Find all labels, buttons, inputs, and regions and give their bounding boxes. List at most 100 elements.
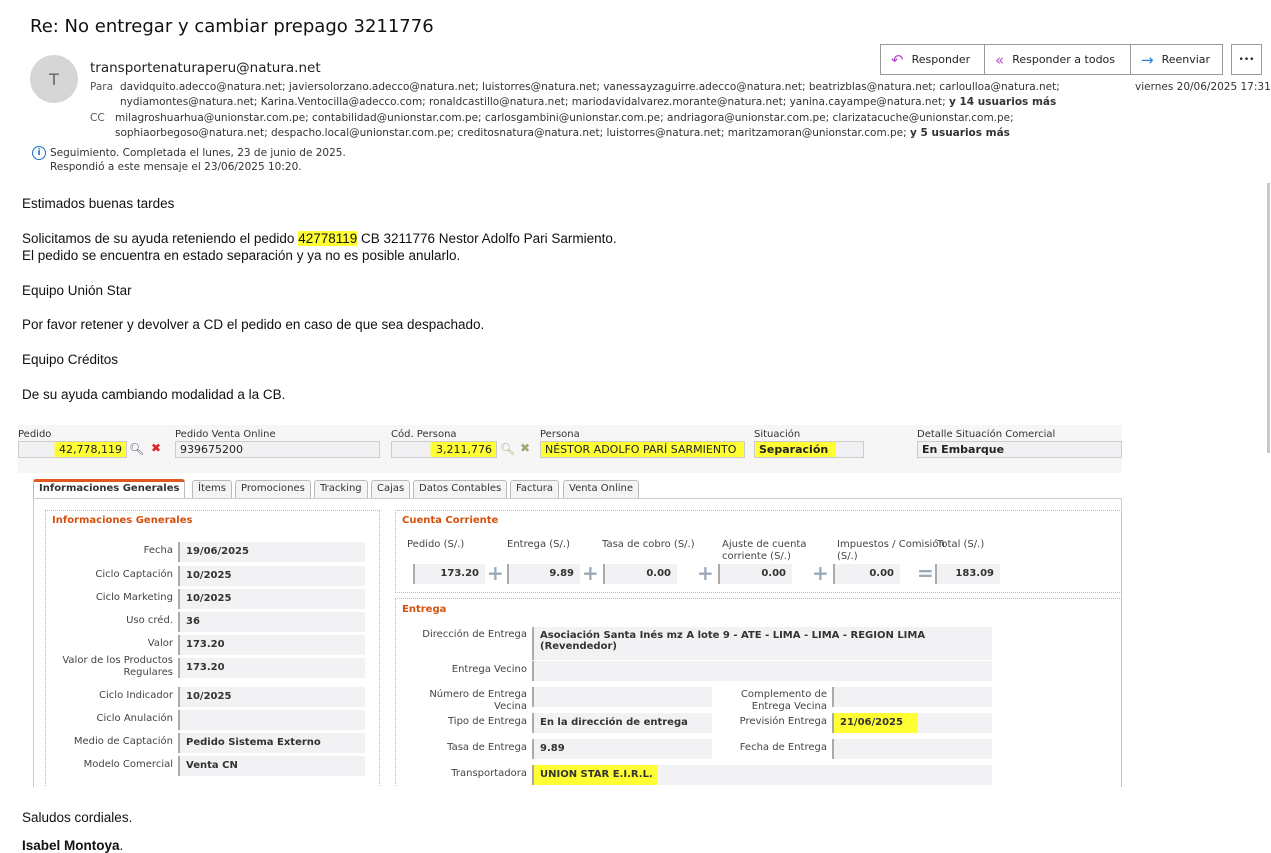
to-more-link[interactable]: y 14 usuarios más — [949, 96, 1057, 108]
pedido-online-label: Pedido Venta Online — [175, 429, 276, 440]
cuenta-col-label: Tasa de cobro (S/.) — [602, 539, 695, 550]
general-row-label: Valor de los Productos Regulares — [62, 655, 173, 678]
reply-all-label: Responder a todos — [1012, 53, 1116, 66]
cuenta-col-value: 9.89 — [507, 564, 580, 584]
detalle-field: En Embarque — [917, 441, 1122, 458]
reply-label: Responder — [911, 53, 971, 66]
pedido-label: Pedido — [18, 429, 52, 440]
general-row-label: Ciclo Captación — [95, 569, 173, 580]
cuenta-title: Cuenta Corriente — [402, 515, 499, 526]
cod-persona-label: Cód. Persona — [391, 429, 457, 440]
general-row-label: Fecha — [143, 545, 173, 556]
search-icon: 🔍︎ — [129, 442, 145, 456]
tasa-label: Tasa de Entrega — [447, 742, 527, 753]
to-recipients: nydiamontes@natura.net; Karina.Ventocill… — [120, 96, 946, 108]
order-form-image: Pedido 42,778,119 🔍︎ ✖ Pedido Venta Onli… — [18, 425, 1122, 787]
team-creditos: Equipo Créditos — [22, 352, 119, 367]
greeting: Estimados buenas tardes — [22, 196, 175, 211]
reply-all-button[interactable]: « Responder a todos — [985, 44, 1131, 75]
prevision-value: 21/06/2025 — [832, 713, 992, 733]
to-line-1[interactable]: davidquito.adecco@natura.net; javiersolo… — [120, 81, 1060, 93]
forward-icon: → — [1141, 50, 1154, 69]
equals-icon: = — [917, 561, 934, 585]
tipo-label: Tipo de Entrega — [448, 716, 527, 727]
reply-button[interactable]: ↶ Responder — [880, 44, 985, 75]
general-row-value — [178, 710, 365, 730]
tab-venta-online[interactable]: Venta Online — [563, 480, 640, 498]
tab-datos-contables[interactable]: Datos Contables — [413, 480, 508, 498]
transportadora-label: Transportadora — [451, 768, 527, 779]
cuenta-col-value: 0.00 — [718, 564, 792, 584]
more-actions-button[interactable]: ••• — [1231, 44, 1262, 75]
complemento-value — [832, 687, 992, 707]
vecino-value — [532, 661, 992, 681]
vecino-label: Entrega Vecino — [451, 664, 527, 675]
reply-all-icon: « — [995, 50, 1005, 69]
clear-icon: ✖ — [151, 441, 162, 455]
info-icon: i — [32, 146, 46, 160]
plus-icon: + — [697, 561, 714, 585]
tab-promociones[interactable]: Promociones — [235, 480, 311, 498]
search-icon: 🔍︎ — [500, 442, 516, 456]
cc-recipients: sophiaorbegoso@natura.net; despacho.loca… — [115, 127, 907, 139]
tipo-value: En la dirección de entrega — [532, 713, 712, 733]
cuenta-col-value: 0.00 — [603, 564, 677, 584]
cuenta-col-value: 183.09 — [935, 564, 1000, 584]
general-row-value: 19/06/2025 — [178, 542, 365, 562]
forward-button[interactable]: → Reenviar — [1131, 44, 1223, 75]
cuenta-col-label: Ajuste de cuenta corriente (S/.) — [722, 539, 807, 562]
general-panel — [45, 510, 380, 787]
cuenta-col-label: Total (S/.) — [937, 539, 985, 550]
email-subject: Re: No entregar y cambiar prepago 321177… — [30, 16, 434, 37]
transportadora-value: UNION STAR E.I.R.L. — [532, 765, 992, 785]
cc-line-2[interactable]: sophiaorbegoso@natura.net; despacho.loca… — [115, 127, 1010, 139]
plus-icon: + — [582, 561, 599, 585]
sender[interactable]: transportenaturaperu@natura.net — [90, 60, 321, 76]
cuenta-col-label: Pedido (S/.) — [407, 539, 465, 550]
signature-dot: . — [119, 838, 124, 853]
general-row-value: 10/2025 — [178, 589, 365, 609]
forward-label: Reenviar — [1161, 53, 1211, 66]
reply-icon: ↶ — [891, 50, 904, 69]
entrega-title: Entrega — [402, 604, 447, 615]
cc-more-link[interactable]: y 5 usuarios más — [910, 127, 1010, 139]
direccion-value: Asociación Santa Inés mz A lote 9 - ATE … — [532, 627, 992, 660]
cuenta-col-label: Impuestos / Comisión (S/.) — [837, 539, 945, 562]
cuenta-col-value: 173.20 — [413, 564, 485, 584]
order-number-highlight: 42778119 — [298, 231, 358, 246]
cc-line-1[interactable]: milagroshuarhua@unionstar.com.pe; contab… — [115, 112, 1014, 124]
general-row-label: Medio de Captación — [73, 736, 173, 747]
followup-status: Seguimiento. Completada el lunes, 23 de … — [50, 147, 346, 159]
to-line-2[interactable]: nydiamontes@natura.net; Karina.Ventocill… — [120, 96, 1056, 108]
tab-informaciones-generales[interactable]: Informaciones Generales — [33, 479, 186, 499]
general-title: Informaciones Generales — [52, 515, 193, 526]
numero-value — [532, 687, 712, 707]
prevision-label: Previsión Entrega — [739, 716, 827, 727]
paragraph-3: Por favor retener y devolver a CD el ped… — [22, 317, 485, 332]
fecha-entrega-label: Fecha de Entrega — [739, 742, 827, 753]
pedido-field: 42,778,119 — [18, 441, 127, 458]
closing: Saludos cordiales. — [22, 810, 133, 825]
tab-cajas[interactable]: Cajas — [371, 480, 411, 498]
tab-tracking[interactable]: Tracking — [314, 480, 368, 498]
general-row-label: Modelo Comercial — [83, 759, 173, 770]
scrollbar[interactable] — [1267, 183, 1270, 453]
paragraph-2: El pedido se encuentra en estado separac… — [22, 248, 461, 263]
p1-text-end: CB 3211776 Nestor Adolfo Pari Sarmiento. — [357, 231, 617, 246]
plus-icon: + — [812, 561, 829, 585]
tab-items[interactable]: Ítems — [192, 480, 232, 498]
direccion-label: Dirección de Entrega — [422, 629, 527, 640]
general-row-label: Valor — [147, 638, 173, 649]
general-row-value: 10/2025 — [178, 687, 365, 707]
general-row-label: Ciclo Anulación — [96, 713, 174, 724]
signature-name: Isabel Montoya — [22, 838, 120, 853]
pedido-online-field: 939675200 — [175, 441, 380, 458]
entrega-panel — [395, 598, 1122, 787]
detalle-label: Detalle Situación Comercial — [917, 429, 1056, 440]
general-row-label: Ciclo Marketing — [95, 592, 173, 603]
persona-field: NÉSTOR ADOLFO PARÍ SARMIENTO — [540, 441, 745, 458]
action-bar: ↶ Responder « Responder a todos → Reenviar — [880, 44, 1223, 75]
signature: Isabel Montoya. — [22, 838, 123, 853]
situacion-label: Situación — [754, 429, 801, 440]
tab-factura[interactable]: Factura — [510, 480, 559, 498]
